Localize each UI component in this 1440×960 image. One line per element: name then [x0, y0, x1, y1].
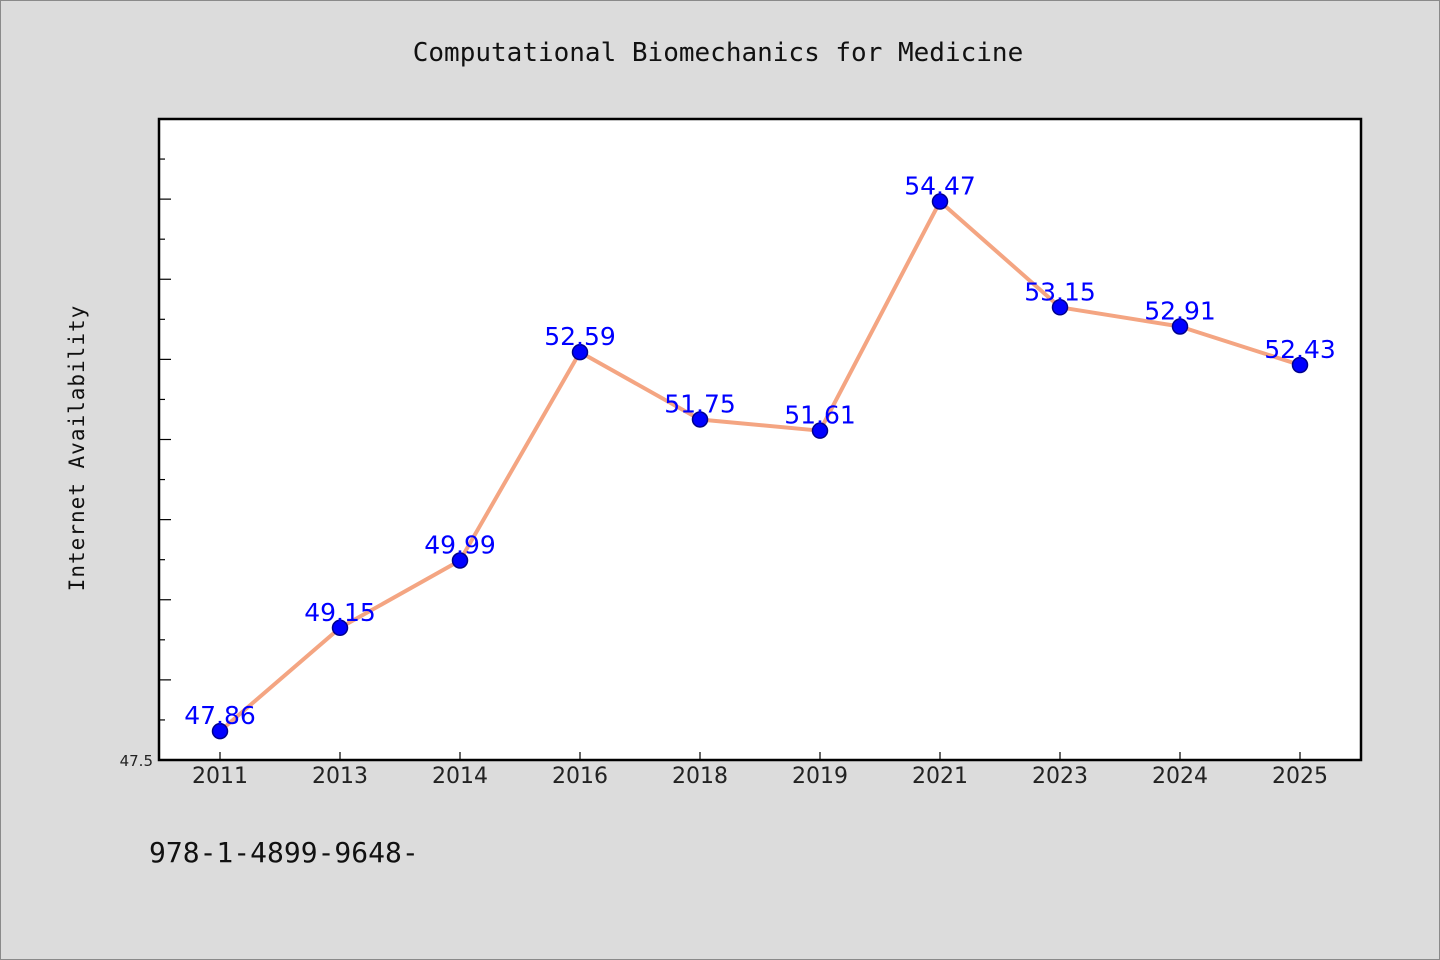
y-axis-label: Internet Availability: [65, 305, 89, 592]
x-tick-label: 2018: [672, 764, 728, 789]
data-point: [811, 422, 829, 439]
data-point: [1291, 356, 1309, 374]
data-label: 49.15: [304, 598, 376, 627]
data-point: [1171, 318, 1189, 335]
x-tick-label: 2023: [1032, 764, 1088, 789]
data-label: 51.61: [784, 401, 856, 430]
x-tick-label: 2016: [552, 764, 608, 789]
chart-title: Computational Biomechanics for Medicine: [413, 38, 1023, 68]
data-label: 53.15: [1024, 277, 1096, 306]
data-label: 47.86: [184, 701, 256, 730]
data-point: [1051, 299, 1069, 316]
data-label: 52.43: [1264, 335, 1336, 364]
x-tick-label: 2013: [312, 764, 368, 789]
x-tick-label: 2021: [912, 764, 968, 789]
data-points: [211, 193, 1309, 740]
x-tick-label: 2019: [792, 764, 848, 789]
footer-isbn: 978-1-4899-9648-: [149, 836, 419, 869]
x-tick-label: 2024: [1152, 764, 1208, 789]
data-point: [691, 411, 709, 428]
data-labels: 47.86 49.15 49.99 52.59 51.75 51.61 54.47 53.15…: [184, 172, 1336, 731]
plot-border: [157, 117, 1363, 762]
y-tick-label: 47.5: [120, 752, 153, 770]
data-label: 51.75: [664, 389, 736, 418]
data-point: [211, 722, 229, 740]
x-tick-label: 2011: [192, 764, 248, 789]
data-point: [931, 193, 949, 210]
data-point: [571, 343, 589, 361]
data-label: 49.99: [424, 530, 496, 559]
x-tick-label: 2025: [1272, 764, 1328, 789]
data-point: [451, 552, 469, 569]
plot-area: [159, 119, 1361, 760]
data-point: [331, 619, 349, 637]
x-axis-ticks: 2011 2013 2014 2016 2018 2019 2021 2023 2024 2025: [192, 752, 1328, 789]
series-line: [218, 199, 1301, 733]
x-tick-label: 2014: [432, 764, 488, 789]
data-label: 52.91: [1144, 297, 1216, 326]
data-label: 54.47: [904, 172, 976, 201]
data-label: 52.59: [544, 322, 616, 351]
